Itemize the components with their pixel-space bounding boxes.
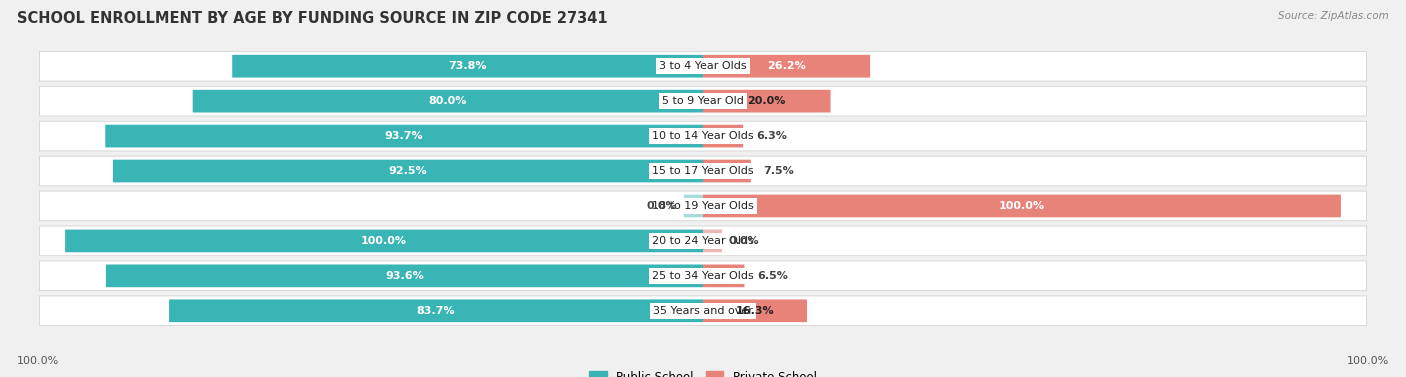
Text: 100.0%: 100.0%	[17, 356, 59, 366]
FancyBboxPatch shape	[39, 261, 1367, 291]
FancyBboxPatch shape	[39, 51, 1367, 81]
Text: 35 Years and over: 35 Years and over	[652, 306, 754, 316]
FancyBboxPatch shape	[39, 296, 1367, 326]
Text: 10 to 14 Year Olds: 10 to 14 Year Olds	[652, 131, 754, 141]
Text: 3 to 4 Year Olds: 3 to 4 Year Olds	[659, 61, 747, 71]
Text: 18 to 19 Year Olds: 18 to 19 Year Olds	[652, 201, 754, 211]
Text: 100.0%: 100.0%	[361, 236, 408, 246]
FancyBboxPatch shape	[703, 125, 744, 147]
Text: 83.7%: 83.7%	[416, 306, 456, 316]
FancyBboxPatch shape	[39, 191, 1367, 221]
Text: 6.5%: 6.5%	[758, 271, 789, 281]
FancyBboxPatch shape	[232, 55, 703, 78]
Text: 80.0%: 80.0%	[429, 96, 467, 106]
Text: 100.0%: 100.0%	[998, 201, 1045, 211]
Text: 20.0%: 20.0%	[748, 96, 786, 106]
FancyBboxPatch shape	[703, 90, 831, 112]
FancyBboxPatch shape	[112, 160, 703, 182]
Text: Source: ZipAtlas.com: Source: ZipAtlas.com	[1278, 11, 1389, 21]
Text: 92.5%: 92.5%	[388, 166, 427, 176]
FancyBboxPatch shape	[65, 230, 703, 252]
Legend: Public School, Private School: Public School, Private School	[585, 366, 821, 377]
Text: 0.0%: 0.0%	[728, 236, 759, 246]
FancyBboxPatch shape	[703, 299, 807, 322]
FancyBboxPatch shape	[703, 195, 1341, 217]
FancyBboxPatch shape	[105, 125, 703, 147]
Text: 25 to 34 Year Olds: 25 to 34 Year Olds	[652, 271, 754, 281]
FancyBboxPatch shape	[703, 160, 751, 182]
Text: 26.2%: 26.2%	[768, 61, 806, 71]
FancyBboxPatch shape	[703, 55, 870, 78]
Text: 73.8%: 73.8%	[449, 61, 486, 71]
FancyBboxPatch shape	[105, 265, 703, 287]
Text: 93.7%: 93.7%	[385, 131, 423, 141]
FancyBboxPatch shape	[193, 90, 703, 112]
Text: 15 to 17 Year Olds: 15 to 17 Year Olds	[652, 166, 754, 176]
Text: 16.3%: 16.3%	[735, 306, 775, 316]
Text: 100.0%: 100.0%	[1347, 356, 1389, 366]
Text: 5 to 9 Year Old: 5 to 9 Year Old	[662, 96, 744, 106]
FancyBboxPatch shape	[39, 226, 1367, 256]
FancyBboxPatch shape	[703, 265, 744, 287]
Text: 20 to 24 Year Olds: 20 to 24 Year Olds	[652, 236, 754, 246]
FancyBboxPatch shape	[683, 195, 703, 217]
Text: SCHOOL ENROLLMENT BY AGE BY FUNDING SOURCE IN ZIP CODE 27341: SCHOOL ENROLLMENT BY AGE BY FUNDING SOUR…	[17, 11, 607, 26]
Text: 0.0%: 0.0%	[647, 201, 678, 211]
FancyBboxPatch shape	[39, 121, 1367, 151]
Text: 7.5%: 7.5%	[763, 166, 794, 176]
Text: 6.3%: 6.3%	[756, 131, 787, 141]
Text: 93.6%: 93.6%	[385, 271, 423, 281]
FancyBboxPatch shape	[39, 86, 1367, 116]
FancyBboxPatch shape	[703, 230, 723, 252]
FancyBboxPatch shape	[39, 156, 1367, 186]
FancyBboxPatch shape	[169, 299, 703, 322]
